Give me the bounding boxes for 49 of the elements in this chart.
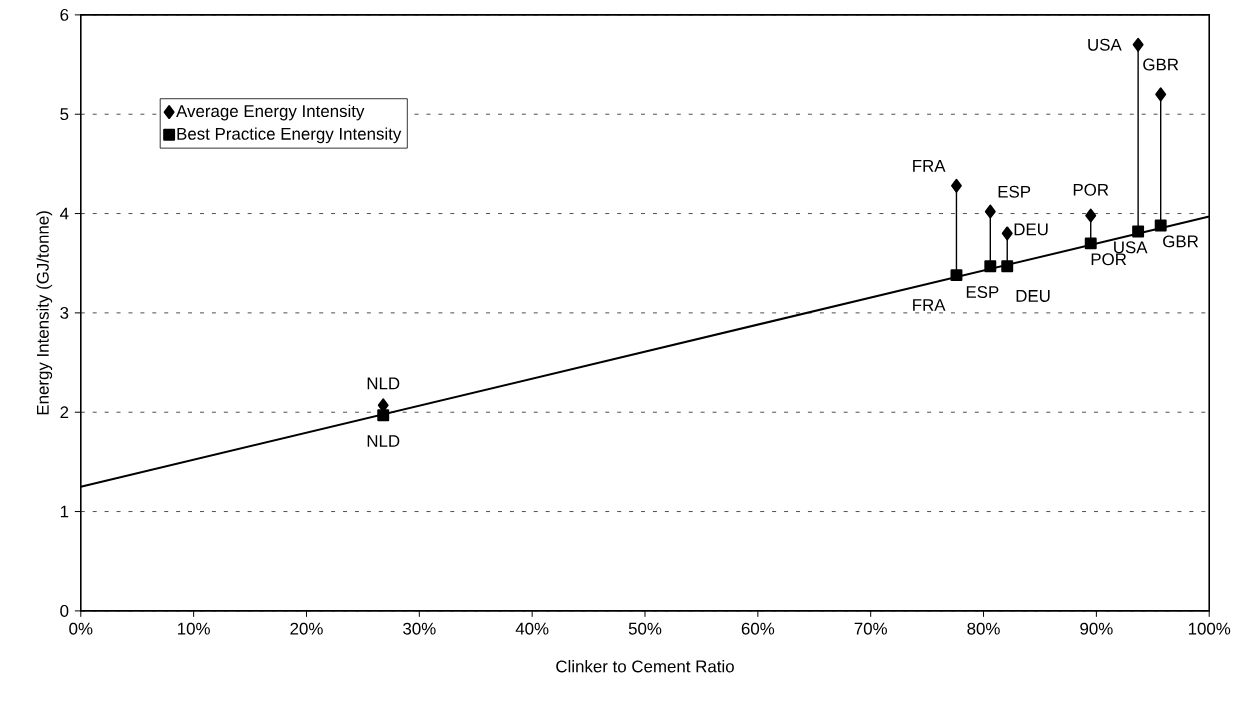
legend-label: Best Practice Energy Intensity [177, 127, 402, 144]
x-tick-label: 30% [403, 622, 436, 635]
y-tick-label: 2 [60, 406, 69, 418]
annotation: DEU [1014, 223, 1048, 236]
y-tick-label: 4 [60, 207, 69, 220]
point [950, 178, 962, 193]
annotation: POR [1073, 183, 1109, 196]
y-tick-label: 1 [60, 505, 69, 518]
point [1085, 208, 1097, 223]
point [1001, 226, 1013, 241]
x-tick-label: 40% [515, 622, 549, 635]
point [984, 260, 997, 273]
annotation: GBR [1143, 58, 1179, 71]
point [1155, 87, 1167, 102]
x-tick-label: 20% [290, 622, 323, 635]
point [1132, 37, 1144, 52]
x-tick-label: 50% [628, 622, 662, 635]
annotation: USA [1114, 241, 1148, 254]
x-tick-label: 80% [967, 622, 1000, 635]
annotation: ESP [966, 285, 999, 298]
annotation: ESP [998, 185, 1031, 198]
annotation: NLD [367, 435, 400, 447]
x-tick-label: 60% [741, 622, 775, 635]
point [1132, 225, 1145, 238]
x-tick-label: 0% [69, 622, 93, 635]
y-tick-label: 6 [60, 8, 69, 21]
x-tick-label: 70% [854, 622, 887, 635]
x-tick-label: 100% [1188, 622, 1231, 635]
annotation: DEU [1016, 289, 1050, 302]
point [950, 269, 963, 281]
point [377, 409, 390, 422]
y-tick-label: 5 [60, 108, 69, 120]
y-axis-title: Energy Intensity (GJ/tonne) [36, 211, 53, 415]
annotation: FRA [913, 159, 946, 172]
x-tick-label: 10% [178, 622, 210, 635]
annotation: FRA [913, 299, 946, 311]
annotation: POR [1091, 253, 1127, 266]
x-axis-title: Clinker to Cement Ratio [556, 659, 734, 673]
y-tick-label: 0 [60, 604, 69, 617]
annotation: NLD [367, 377, 400, 390]
annotation: USA [1088, 38, 1122, 51]
y-tick-label: 3 [60, 306, 69, 319]
annotation: GBR [1163, 235, 1199, 248]
point [984, 204, 996, 219]
x-tick-label: 90% [1080, 622, 1113, 635]
legend-label: Average Energy Intensity [176, 104, 365, 121]
point [1001, 260, 1014, 273]
point [1154, 219, 1167, 232]
point [1084, 237, 1097, 250]
